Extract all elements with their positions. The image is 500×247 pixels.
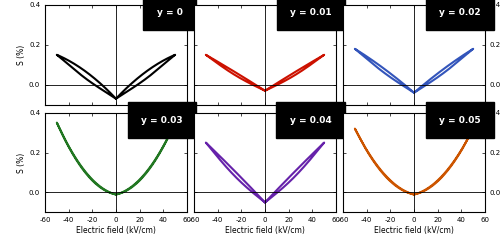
Text: y = 0.02: y = 0.02 [439,8,480,17]
Text: y = 0.05: y = 0.05 [439,116,480,125]
Text: y = 0.03: y = 0.03 [141,116,182,125]
X-axis label: Electric field (kV/cm): Electric field (kV/cm) [374,226,454,235]
X-axis label: Electric field (kV/cm): Electric field (kV/cm) [76,226,156,235]
Text: y = 0.04: y = 0.04 [290,116,332,125]
Y-axis label: S (%): S (%) [17,45,26,65]
Y-axis label: S (%): S (%) [17,152,26,173]
Text: y = 0.01: y = 0.01 [290,8,332,17]
Text: y = 0: y = 0 [157,8,182,17]
X-axis label: Electric field (kV/cm): Electric field (kV/cm) [225,226,305,235]
